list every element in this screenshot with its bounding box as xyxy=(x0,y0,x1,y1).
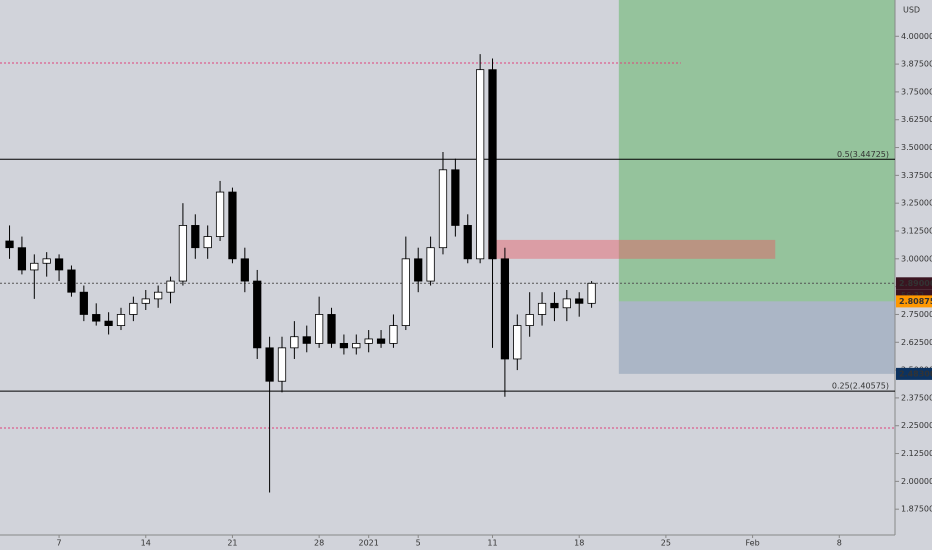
y-tick-label: 3.12500 xyxy=(901,227,932,236)
x-tick-label: 14 xyxy=(141,539,151,548)
zone xyxy=(618,301,895,374)
y-tick-label: 2.62500 xyxy=(901,338,932,347)
y-tick-label: 2.12500 xyxy=(901,449,932,458)
candle-body xyxy=(17,247,27,271)
x-tick-label: 21 xyxy=(227,539,237,548)
x-tick-label: 18 xyxy=(574,539,584,548)
y-tick-label: 3.87500 xyxy=(901,60,932,69)
y-tick-label: 3.00000 xyxy=(901,254,932,263)
candle-body xyxy=(401,258,410,326)
x-tick-label: 2021 xyxy=(358,539,378,548)
x-tick-label: 7 xyxy=(57,539,62,548)
y-tick-label: 2.37500 xyxy=(901,393,932,402)
candle-body xyxy=(476,69,485,260)
currency: USD xyxy=(903,6,920,15)
price-label-box xyxy=(896,295,932,308)
candle-body xyxy=(191,225,200,249)
candle-body xyxy=(587,282,596,304)
candle-body xyxy=(327,314,336,344)
candle-body xyxy=(500,258,510,360)
x-tick-label: 5 xyxy=(416,539,421,548)
countdown: 56:32 xyxy=(901,291,924,300)
y-tick-label: 3.25000 xyxy=(901,199,932,208)
candle-body xyxy=(513,325,522,360)
y-tick-label: 3.37500 xyxy=(901,171,932,180)
x-tick-label: 28 xyxy=(314,539,324,548)
candle-body xyxy=(277,347,287,382)
candle-body xyxy=(463,225,472,260)
candle-body xyxy=(203,236,212,249)
candle-body xyxy=(537,302,547,315)
candle-body xyxy=(426,247,435,282)
level-label: 0.25(2.40575) xyxy=(832,382,889,391)
candle-body xyxy=(315,314,324,344)
candle-body xyxy=(265,347,274,382)
candle-body xyxy=(438,169,448,249)
candle-body xyxy=(178,225,188,282)
candle-body xyxy=(253,280,262,349)
y-tick-label: 3.62500 xyxy=(901,115,932,124)
candle-body xyxy=(42,258,51,264)
price-label: 2.48300 xyxy=(899,369,932,378)
price-label: 2.80875 xyxy=(899,297,932,306)
y-tick-label: 2.25000 xyxy=(901,421,932,430)
candle-body xyxy=(525,314,534,326)
zone xyxy=(488,239,776,259)
candle-body xyxy=(129,302,138,315)
candle-body xyxy=(290,336,299,349)
x-tick-label: 8 xyxy=(837,539,842,548)
candle-body xyxy=(5,240,14,249)
price-label-box xyxy=(896,367,932,380)
candle-body xyxy=(228,191,237,260)
candle-body xyxy=(550,302,559,309)
x-tick-label: 25 xyxy=(661,539,671,548)
y-tick-label: 4.00000 xyxy=(901,32,932,41)
level-label: 0.5(3.44725) xyxy=(837,150,889,159)
candle-body xyxy=(104,320,113,326)
price-label-box xyxy=(896,277,932,290)
price-label: 2.89000 xyxy=(899,279,932,288)
candle-body xyxy=(154,291,163,300)
y-tick-label: 3.50000 xyxy=(901,143,932,152)
candle-body xyxy=(575,298,584,304)
candle-body xyxy=(79,291,88,315)
x-tick-label: Feb xyxy=(745,539,759,548)
candle-body xyxy=(302,336,311,344)
candle-body xyxy=(116,314,126,326)
candle-body xyxy=(67,269,76,293)
y-tick-label: 1.87500 xyxy=(901,505,932,514)
candle-body xyxy=(376,338,386,344)
y-tick-label: 2.00000 xyxy=(901,477,932,486)
candle-body xyxy=(451,169,460,226)
candle-body xyxy=(414,258,423,282)
candle-body xyxy=(141,298,150,304)
candle-body xyxy=(488,69,497,260)
candle-body xyxy=(215,191,225,237)
candle-body xyxy=(352,342,361,349)
candle-body xyxy=(54,258,64,271)
zone xyxy=(618,0,895,302)
y-tick-label: 3.75000 xyxy=(901,87,932,96)
candle-body xyxy=(30,262,39,271)
x-tick-label: 11 xyxy=(487,539,497,548)
candle-body xyxy=(389,325,398,344)
y-tick-label: 2.75000 xyxy=(901,310,932,319)
candle-body xyxy=(364,338,373,344)
candle-body xyxy=(562,298,571,309)
candle-body xyxy=(339,342,349,349)
candle-body xyxy=(92,314,101,322)
candle-body xyxy=(166,280,175,293)
candle-body xyxy=(240,258,249,282)
